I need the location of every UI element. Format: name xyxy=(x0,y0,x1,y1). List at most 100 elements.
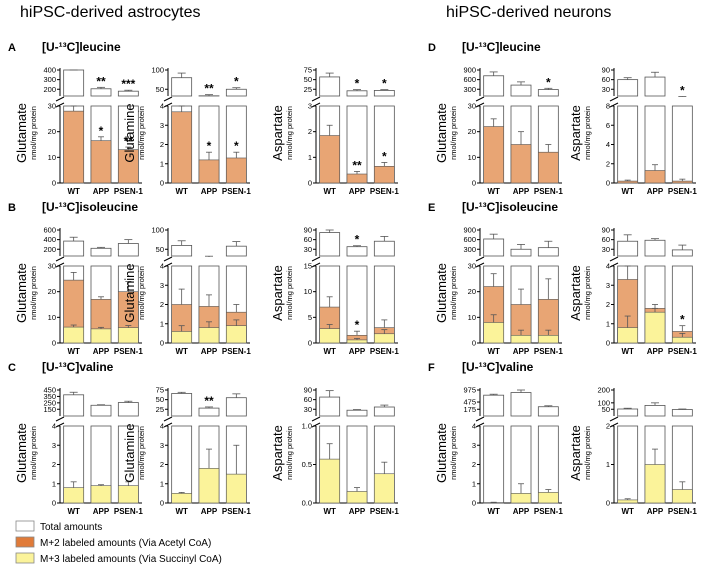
bar-total-upper xyxy=(346,246,368,257)
y-tick-label: 300 xyxy=(43,75,56,84)
y-axis-units-label: nmol/mg protein xyxy=(285,426,294,480)
bar-total-upper xyxy=(117,90,139,97)
y-tick-label: 90 xyxy=(304,386,312,395)
bar-total-upper xyxy=(63,69,85,97)
y-tick-label: 0 xyxy=(160,179,164,188)
x-tick-label: PSEN-1 xyxy=(114,187,143,196)
y-tick-label: 20 xyxy=(468,127,476,136)
axis-break-mark xyxy=(609,416,619,422)
y-tick-label: 4 xyxy=(472,422,476,431)
y-tick-label: 10 xyxy=(48,313,56,322)
significance-marker-total: ** xyxy=(204,82,214,96)
bar-total-upper xyxy=(644,239,666,257)
y-tick-label: 3 xyxy=(160,121,164,130)
x-tick-label: APP xyxy=(349,187,366,196)
x-tick-label: PSEN-1 xyxy=(370,347,399,356)
bar-labeled xyxy=(644,170,666,184)
bar-total-lower xyxy=(171,425,193,504)
neurons-column-title: hiPSC-derived neurons xyxy=(446,4,611,21)
bar-total-upper xyxy=(171,77,193,97)
x-tick-label: APP xyxy=(647,347,664,356)
y-axis-metabolite-label: Glutamate xyxy=(434,423,449,483)
bar-total-upper xyxy=(319,76,341,97)
bar-labeled xyxy=(374,166,395,184)
y-tick-label: 4 xyxy=(606,262,610,271)
x-tick-label: APP xyxy=(201,347,218,356)
bar-labeled xyxy=(198,468,220,504)
bar-m3 xyxy=(483,322,504,344)
y-tick-label: 60 xyxy=(602,235,610,244)
y-tick-label: 30 xyxy=(304,405,312,414)
bar-labeled xyxy=(171,111,192,184)
significance-marker-labeled: ** xyxy=(352,158,362,172)
bar-total-upper xyxy=(537,89,559,97)
panel-letter: E xyxy=(428,202,435,214)
bar-m3 xyxy=(346,339,368,344)
panel-title: [U-¹³C]leucine xyxy=(42,40,121,54)
axis-break-mark xyxy=(163,96,173,102)
y-tick-label: 600 xyxy=(43,226,56,235)
bar-labeled xyxy=(346,491,368,504)
bar-total-upper xyxy=(644,405,666,417)
y-tick-label: 4 xyxy=(606,140,610,149)
y-tick-label: 50 xyxy=(156,245,164,254)
y-axis-metabolite-label: Glutamate xyxy=(434,263,449,323)
bar-total-upper xyxy=(90,404,112,417)
bar-total-upper xyxy=(319,396,341,417)
y-tick-label: 75 xyxy=(304,66,312,75)
x-tick-label: APP xyxy=(647,187,664,196)
y-tick-label: 30 xyxy=(48,262,56,271)
chart-glutamate: Glutamate nmol/mg protein4003002003020100… xyxy=(14,66,143,197)
bar-total-upper xyxy=(171,393,193,417)
y-tick-label: 30 xyxy=(602,85,610,94)
bar-total-upper xyxy=(63,240,85,257)
y-axis-units-label: nmol/mg protein xyxy=(137,266,146,320)
axis-break-mark xyxy=(609,96,619,102)
y-axis-metabolite-label: Glutamate xyxy=(14,103,29,163)
y-tick-label: 600 xyxy=(463,235,476,244)
bar-total-upper xyxy=(225,397,247,417)
bar-total-upper xyxy=(537,247,559,257)
significance-marker-total: *** xyxy=(121,77,135,91)
bar-total-upper xyxy=(373,90,395,97)
y-tick-label: 0 xyxy=(52,339,56,348)
panel-title: [U-¹³C]valine xyxy=(42,360,114,374)
y-tick-label: 0.5 xyxy=(302,460,312,469)
y-axis-units-label: nmol/mg protein xyxy=(583,106,592,160)
bar-total-upper xyxy=(373,240,395,257)
y-tick-label: 0 xyxy=(308,339,312,348)
axis-break-mark xyxy=(55,96,65,102)
y-tick-label: 975 xyxy=(463,386,476,395)
y-tick-label: 4 xyxy=(160,422,164,431)
y-tick-label: 90 xyxy=(304,226,312,235)
x-tick-label: WT xyxy=(621,187,634,196)
legend-label-total: Total amounts xyxy=(40,522,102,533)
legend-swatch-total xyxy=(15,520,35,532)
y-tick-label: 20 xyxy=(48,127,56,136)
bar-labeled xyxy=(374,473,395,504)
bar-total-upper xyxy=(63,394,85,417)
y-tick-label: 4 xyxy=(160,262,164,271)
y-tick-label: 0 xyxy=(160,339,164,348)
y-tick-label: 25 xyxy=(304,85,312,94)
bar-m3 xyxy=(672,336,693,344)
bar-labeled xyxy=(510,144,532,184)
y-tick-label: 50 xyxy=(602,405,610,414)
x-tick-label: PSEN-1 xyxy=(114,507,143,516)
x-tick-label: PSEN-1 xyxy=(370,187,399,196)
y-axis-units-label: nmol/mg protein xyxy=(285,266,294,320)
bar-m3 xyxy=(538,334,559,344)
bar-m3 xyxy=(644,311,666,344)
bar-total-upper xyxy=(671,249,693,257)
y-tick-label: 90 xyxy=(602,226,610,235)
significance-marker-total: * xyxy=(546,75,551,89)
y-axis-metabolite-label: Glutamine xyxy=(122,103,137,162)
bar-total-upper xyxy=(617,408,639,417)
x-tick-label: WT xyxy=(323,187,336,196)
y-tick-label: 50 xyxy=(304,75,312,84)
bar-total-upper xyxy=(510,84,532,97)
legend-label-m2: M+2 labeled amounts (Via Acetyl CoA) xyxy=(40,538,211,549)
y-axis-metabolite-label: Aspartate xyxy=(568,105,583,161)
